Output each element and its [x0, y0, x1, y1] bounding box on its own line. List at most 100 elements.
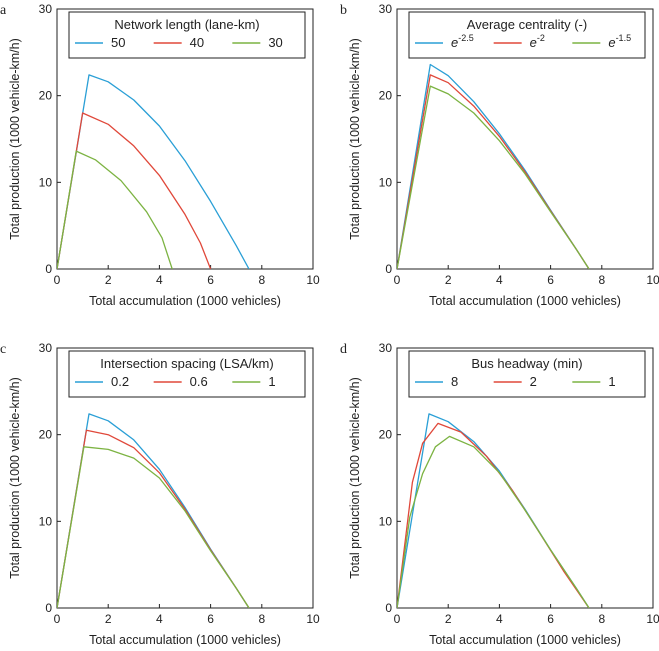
- legend-title: Intersection spacing (LSA/km): [100, 356, 273, 371]
- y-tick-label: 0: [385, 262, 392, 276]
- x-tick-label: 6: [547, 612, 554, 626]
- x-axis-label: Total accumulation (1000 vehicles): [429, 633, 621, 647]
- y-axis-label: Total production (1000 vehicle-km/h): [348, 377, 362, 579]
- y-tick-label: 30: [39, 2, 53, 16]
- legend-label-1: 40: [190, 35, 204, 50]
- x-tick-label: 10: [306, 273, 320, 287]
- panel-b: b 0 2 4 6 8 10 0 10 20 30 Total accumulation (1000 …: [340, 2, 659, 308]
- plot-frame: [396, 347, 654, 609]
- y-tick-label: 20: [379, 89, 393, 103]
- x-tick-label: 8: [258, 612, 265, 626]
- legend-label-exponent: -2.5: [458, 33, 474, 43]
- legend-title: Bus headway (min): [471, 356, 582, 371]
- y-tick-label: 0: [45, 601, 52, 615]
- series-line-1: [397, 422, 590, 608]
- series-line-2: [57, 150, 173, 269]
- legend-label-2: e-1.5: [608, 33, 631, 50]
- legend-label-1: 2: [530, 374, 537, 389]
- x-axis-label: Total accumulation (1000 vehicles): [89, 633, 281, 647]
- x-tick-label: 0: [394, 612, 401, 626]
- series-line-0: [397, 413, 590, 608]
- x-tick-label: 2: [445, 273, 452, 287]
- x-axis-label: Total accumulation (1000 vehicles): [429, 294, 621, 308]
- y-tick-label: 0: [385, 601, 392, 615]
- x-tick-label: 2: [105, 273, 112, 287]
- x-tick-label: 6: [207, 612, 214, 626]
- y-tick-label: 10: [39, 514, 53, 528]
- legend-label-0: 0.2: [111, 374, 129, 389]
- panel-label: a: [0, 3, 7, 18]
- y-tick-label: 20: [39, 428, 53, 442]
- legend-label-exponent: -2: [537, 33, 545, 43]
- plot-frame: [56, 8, 314, 270]
- y-tick-label: 10: [379, 175, 393, 189]
- legend-label-2: 1: [268, 374, 275, 389]
- x-tick-label: 4: [496, 612, 503, 626]
- series-line-1: [57, 112, 212, 269]
- x-tick-label: 4: [496, 273, 503, 287]
- series-line-0: [397, 63, 590, 269]
- panel-d: d 0 2 4 6 8 10 0 10 20 30 Total accumulation (1000 …: [340, 341, 659, 647]
- legend-title: Network length (lane-km): [114, 17, 259, 32]
- x-tick-label: 2: [445, 612, 452, 626]
- x-axis-label: Total accumulation (1000 vehicles): [89, 294, 281, 308]
- x-tick-label: 0: [54, 612, 61, 626]
- y-tick-label: 10: [379, 514, 393, 528]
- legend-label-base: e: [530, 35, 537, 50]
- panel-c: c 0 2 4 6 8 10 0 10 20 30 Total accumulation (1000 …: [0, 341, 320, 647]
- legend-label-2: 1: [608, 374, 615, 389]
- y-axis-label: Total production (1000 vehicle-km/h): [348, 38, 362, 240]
- legend-box: [68, 11, 306, 59]
- x-tick-label: 6: [207, 273, 214, 287]
- y-tick-label: 30: [379, 341, 393, 355]
- panel-label: d: [340, 342, 347, 357]
- y-tick-label: 30: [39, 341, 53, 355]
- plot-frame: [396, 8, 654, 270]
- y-tick-label: 20: [39, 89, 53, 103]
- panel-label: b: [340, 3, 347, 18]
- legend-label-base: e: [451, 35, 458, 50]
- panel-label: c: [0, 342, 6, 357]
- x-tick-label: 0: [54, 273, 61, 287]
- y-tick-label: 10: [39, 175, 53, 189]
- series-line-2: [397, 435, 590, 608]
- x-tick-label: 10: [646, 273, 659, 287]
- legend-label-0: e-2.5: [451, 33, 474, 50]
- series-line-2: [397, 85, 590, 269]
- legend-box: [68, 350, 306, 398]
- x-tick-label: 0: [394, 273, 401, 287]
- x-tick-label: 8: [598, 273, 605, 287]
- y-tick-label: 20: [379, 428, 393, 442]
- x-tick-label: 10: [306, 612, 320, 626]
- x-tick-label: 8: [258, 273, 265, 287]
- series-line-0: [57, 413, 250, 608]
- plot-frame: [56, 347, 314, 609]
- legend-label-1: e-2: [530, 33, 545, 50]
- y-tick-label: 30: [379, 2, 393, 16]
- x-tick-label: 4: [156, 612, 163, 626]
- series-line-1: [397, 74, 590, 269]
- legend-title: Average centrality (-): [467, 17, 587, 32]
- series-line-2: [57, 446, 250, 608]
- series-line-1: [57, 429, 250, 608]
- x-tick-label: 10: [646, 612, 659, 626]
- x-tick-label: 6: [547, 273, 554, 287]
- legend-label-1: 0.6: [190, 374, 208, 389]
- legend-label-0: 8: [451, 374, 458, 389]
- legend-box: [408, 350, 646, 398]
- y-tick-label: 0: [45, 262, 52, 276]
- legend-label-exponent: -1.5: [616, 33, 632, 43]
- series-line-0: [57, 74, 250, 269]
- legend-label-0: 50: [111, 35, 125, 50]
- x-tick-label: 8: [598, 612, 605, 626]
- legend-box: [408, 11, 646, 59]
- panel-a: a 0 2 4 6 8 10 0 10 20 30 Total accumulation (1000 …: [0, 2, 320, 308]
- legend-label-2: 30: [268, 35, 282, 50]
- y-axis-label: Total production (1000 vehicle-km/h): [8, 377, 22, 579]
- x-tick-label: 2: [105, 612, 112, 626]
- y-axis-label: Total production (1000 vehicle-km/h): [8, 38, 22, 240]
- legend-label-base: e: [608, 35, 615, 50]
- x-tick-label: 4: [156, 273, 163, 287]
